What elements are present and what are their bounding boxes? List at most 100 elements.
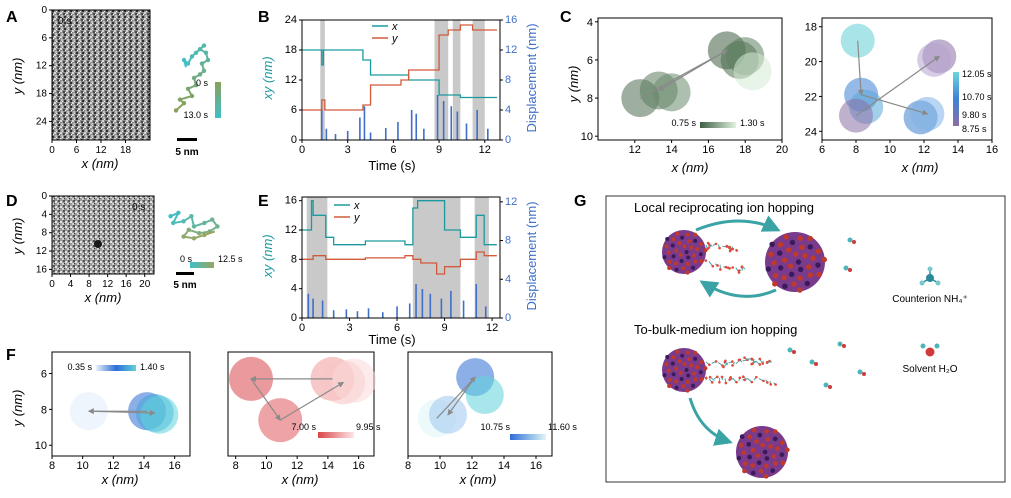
panel-f2-xlabel: x (nm) [281, 472, 319, 487]
y-tick-label: 18 [805, 22, 817, 34]
trajectory-point [215, 224, 220, 229]
polymer-atom [766, 381, 769, 384]
position-circle [733, 52, 772, 91]
trajectory-point [197, 72, 203, 77]
nanoparticle-top-left-atom [699, 242, 704, 247]
free-ion-icon [837, 341, 843, 347]
nanoparticle-bottom-left-atom [698, 370, 703, 375]
x-tick-label: 12 [291, 460, 303, 472]
x-tick-label: 16 [702, 144, 714, 156]
trajectory-point [205, 57, 211, 63]
x-tick-label: 20 [776, 144, 788, 156]
nanoparticle-bottom-atom [772, 429, 778, 434]
panel-a-scalebar [177, 138, 197, 141]
nanoparticle-bottom-atom [755, 453, 761, 458]
series-y [302, 24, 497, 111]
nanoparticle-bottom-left-atom [695, 365, 700, 370]
counterion-h-icon [935, 280, 941, 286]
y-left-tick-label: 18 [285, 44, 297, 56]
nanoparticle-bottom-atom [746, 441, 752, 447]
x-tick-label: 16 [530, 460, 542, 472]
nanoparticle-bottom-left-atom [675, 349, 680, 354]
panel-d-scalebar-label: 5 nm [173, 280, 196, 291]
nanoparticle-bottom-left-atom [684, 368, 689, 372]
nanoparticle-top-left-atom [693, 259, 698, 264]
panel-c-left-colorbar-start: 0.75 s [671, 118, 696, 128]
x-tick-label: 3 [346, 322, 352, 334]
trajectory-point [191, 75, 197, 81]
panel-f2-plot: 8 10 12 14 16 [227, 351, 377, 472]
displacement-bar [476, 110, 478, 140]
hop-arrow [279, 381, 345, 421]
nanoparticle-top-left-atom [684, 250, 689, 254]
displacement-bar [346, 131, 349, 140]
nanoparticle-top-right-atom [799, 244, 805, 251]
polymer-atom [708, 375, 712, 379]
nanoparticle-bottom-left-atom [665, 355, 670, 359]
nanoparticle-bottom-atom [750, 448, 756, 453]
nanoparticle-bottom-left-atom [681, 384, 686, 389]
polymer-atom [735, 249, 738, 252]
nanoparticle-top-right-atom [821, 256, 827, 263]
x-tick-label: 10 [260, 460, 272, 472]
position-circle [140, 395, 179, 434]
polymer-atom [755, 375, 758, 379]
trajectory-point [189, 54, 195, 59]
y-tick-label: 8 [41, 228, 47, 239]
nanoparticle-top-left-atom [662, 255, 667, 260]
panel-f3-plot: 8 10 12 14 16 [405, 351, 553, 472]
y-right-tick-label: 0 [505, 134, 511, 146]
y-left-tick-label: 16 [285, 195, 297, 207]
free-solvent-icon [828, 385, 832, 389]
x-tick-label: 16 [353, 460, 365, 472]
hop-arrow [447, 376, 476, 416]
series-x [302, 200, 497, 246]
y-right-tick-label: 8 [505, 74, 511, 86]
nanoparticle-top-left-atom [673, 261, 678, 266]
nanoparticle-top-right-atom [787, 263, 794, 269]
panel-d-scalebar [176, 272, 194, 275]
nanoparticle-top-left-atom [677, 241, 682, 246]
x-tick-label: 12 [629, 144, 641, 156]
nanoparticle-bottom-left-atom [664, 362, 669, 367]
panel-f3-xlabel: x (nm) [459, 472, 497, 487]
polymer-atom [750, 362, 753, 366]
nanoparticle-bottom-atom [771, 453, 777, 459]
x-tick-label: 16 [169, 460, 181, 472]
nanoparticle-top-left-atom [674, 267, 679, 272]
panel-b: B 0 3 6 9 12 0 6 12 18 24 0 4 8 12 16 Time (s) xy (nm)… [258, 9, 539, 173]
nanoparticle-top-left-atom [691, 265, 696, 270]
nanoparticle-top-right-atom [815, 262, 821, 268]
x-tick-label: 18 [739, 144, 751, 156]
nanoparticle-top-left-atom [667, 266, 672, 271]
polymer-atom [708, 243, 711, 246]
x-tick-label: 9 [441, 322, 447, 334]
polymer-atom [716, 375, 719, 379]
nanoparticle-top-left-atom [665, 237, 670, 241]
panel-a-xaxis: 0 6 12 18 [49, 140, 131, 156]
y-tick-label: 4 [41, 209, 47, 220]
panel-a-time-label: 0 s [58, 16, 71, 27]
nanoparticle-bottom-left-atom [674, 385, 679, 390]
panel-a-yaxis: 0 6 12 18 24 [36, 5, 52, 127]
trajectory-point [191, 236, 197, 241]
y-left-tick-label: 6 [291, 104, 297, 116]
nanoparticle-bottom-atom [757, 432, 763, 438]
x-tick-label: 6 [394, 322, 400, 334]
nanoparticle-top-right-atom [781, 257, 788, 263]
y-tick-label: 16 [36, 264, 48, 275]
counterion-h-icon [919, 280, 925, 286]
nanoparticle-top-left-atom [675, 231, 680, 236]
nanoparticle-bottom-atom [768, 444, 773, 449]
nanoparticle-bottom-left-atom [666, 368, 671, 373]
nanoparticle-top-left-atom [685, 270, 690, 275]
polymer-atom [727, 246, 731, 250]
y-left-tick-label: 4 [291, 283, 297, 295]
panel-e-ylabel-left: xy (nm) [260, 234, 275, 278]
position-circle [839, 98, 873, 133]
x-tick-label: 12 [95, 145, 107, 156]
panel-d-image [51, 195, 155, 275]
y-right-tick-label: 16 [505, 14, 517, 26]
trajectory-point [201, 68, 207, 74]
